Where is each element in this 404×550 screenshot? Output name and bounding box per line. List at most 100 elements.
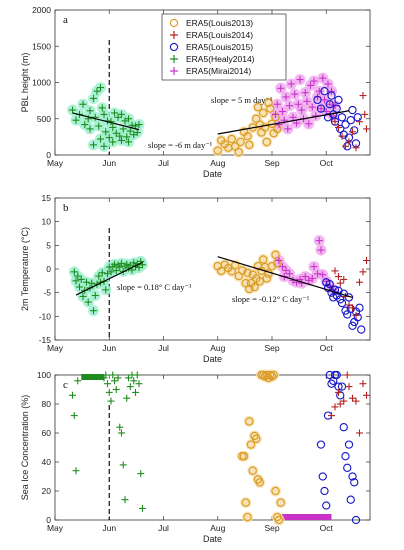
point-Louis2013	[260, 123, 270, 132]
point-Healy2014	[119, 461, 127, 469]
point-Louis2013	[271, 486, 280, 496]
point-Louis2013	[255, 478, 264, 487]
point-Mirai2014	[282, 93, 290, 101]
point-Louis2013	[248, 466, 257, 475]
point-Mirai2014	[294, 100, 302, 108]
point-Louis2015	[316, 104, 326, 113]
plot-frame	[54, 374, 371, 521]
point-Louis2013	[213, 146, 222, 155]
point-Healy2014	[95, 272, 103, 280]
panel-letter: c	[63, 379, 68, 391]
point-Mirai2014	[301, 89, 309, 97]
point-Healy2014	[90, 307, 97, 315]
point-Louis2015	[348, 321, 357, 330]
point-Louis2014	[340, 275, 348, 283]
legend-label-Louis2014: ERA5(Louis2014)	[186, 30, 253, 40]
point-Healy2014	[133, 129, 141, 137]
legend-marker-Louis2013	[169, 18, 179, 28]
point-Healy2014	[100, 142, 108, 150]
y-tick-label: -15	[39, 335, 52, 345]
point-Healy2014	[130, 377, 138, 385]
point-Louis2014	[359, 380, 367, 388]
point-Louis2015	[325, 279, 334, 289]
y-tick-label: 80	[42, 399, 52, 409]
point-Louis2014	[335, 123, 342, 131]
point-Mirai2014	[307, 81, 314, 89]
point-Louis2014	[356, 118, 363, 126]
point-Healy2014	[114, 113, 122, 121]
point-Healy2014	[84, 298, 92, 306]
point-Healy2014	[86, 125, 94, 133]
point-Louis2015	[313, 95, 322, 105]
point-Louis2014	[363, 256, 370, 264]
point-Mirai2014	[314, 270, 321, 278]
point-Mirai2014	[317, 246, 325, 254]
point-Louis2013	[245, 284, 254, 294]
point-Louis2013	[276, 498, 285, 507]
point-Louis2013	[234, 147, 243, 157]
point-Healy2014	[102, 371, 110, 379]
fit-line	[75, 261, 143, 296]
point-Mirai2014	[273, 100, 281, 108]
point-Louis2014	[363, 391, 370, 399]
point-Louis2013	[262, 137, 271, 147]
legend-marker-Louis2014	[170, 31, 178, 39]
point-Louis2013	[259, 108, 268, 118]
y-tick-label: 500	[37, 114, 51, 124]
point-Louis2015	[325, 100, 334, 109]
x-tick-label: Sep	[264, 158, 279, 168]
y-tick-label: -10	[39, 311, 52, 321]
legend-marker-Louis2015	[169, 42, 179, 52]
point-Louis2013	[264, 98, 273, 107]
point-Louis2014	[349, 128, 356, 136]
x-tick-label: May	[47, 343, 64, 353]
point-Louis2013	[245, 417, 254, 426]
point-Louis2015	[343, 463, 352, 472]
y-tick-label: 100	[37, 370, 51, 380]
point-Louis2015	[339, 423, 348, 432]
x-tick-label: Jul	[158, 158, 169, 168]
point-Healy2014	[109, 123, 117, 131]
point-Louis2015	[327, 91, 336, 100]
point-Louis2014	[331, 403, 339, 411]
point-Healy2014	[121, 496, 129, 504]
point-Mirai2014	[282, 266, 290, 274]
point-Louis2015	[350, 126, 359, 135]
y-axis-label: PBL height (m)	[20, 53, 30, 113]
point-Louis2013	[262, 274, 271, 283]
point-Healy2014	[95, 122, 103, 130]
point-Louis2015	[318, 472, 327, 481]
x-tick-label: Jul	[158, 523, 169, 533]
point-Mirai2014	[298, 106, 306, 114]
point-Louis2015	[332, 104, 341, 113]
fit-line	[217, 110, 350, 135]
point-Healy2014	[116, 132, 124, 140]
point-Louis2015	[341, 452, 350, 461]
point-Louis2014	[352, 397, 360, 405]
point-Mirai2014	[326, 100, 334, 108]
point-Louis2013	[236, 137, 245, 147]
point-Louis2013	[227, 267, 236, 276]
point-Healy2014	[91, 292, 99, 300]
point-Healy2014	[116, 423, 124, 431]
point-Louis2014	[359, 92, 367, 100]
point-Louis2013	[267, 372, 277, 381]
point-Healy2014	[137, 470, 145, 478]
point-Healy2014	[79, 292, 87, 300]
y-tick-label: 20	[42, 486, 52, 496]
point-Mirai2014	[310, 77, 318, 85]
point-Healy2014	[125, 138, 132, 146]
point-Healy2014	[81, 121, 89, 129]
point-Mirai2014	[284, 125, 292, 133]
point-Louis2015	[332, 370, 341, 380]
point-Healy2014	[76, 283, 83, 291]
point-Louis2015	[320, 486, 329, 496]
point-Louis2013	[243, 268, 252, 277]
y-tick-label: 2000	[32, 5, 51, 15]
point-Louis2015	[351, 515, 361, 525]
point-Healy2014	[125, 374, 132, 382]
point-Louis2014	[345, 383, 353, 391]
point-Louis2014	[349, 304, 356, 312]
point-Louis2015	[348, 472, 357, 481]
point-Louis2013	[266, 104, 275, 113]
